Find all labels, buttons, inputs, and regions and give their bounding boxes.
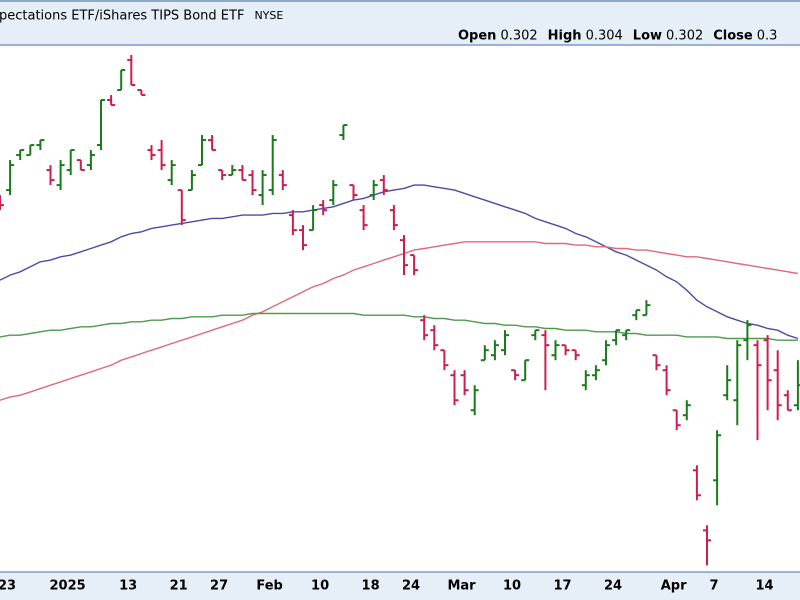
- header-bar: [0, 0, 800, 45]
- quote-value: 0.304: [586, 29, 623, 44]
- chart-title: pectations ETF/iShares TIPS Bond ETF: [0, 9, 244, 24]
- moving-average: [0, 312, 798, 341]
- x-tick-label: 23: [0, 579, 16, 594]
- quote-label: Close: [713, 29, 753, 44]
- x-tick-label: 10: [503, 579, 521, 594]
- header-border: [0, 0, 800, 2]
- x-tick-label: 18: [362, 579, 380, 594]
- x-tick-label: 10: [311, 579, 329, 594]
- x-tick-label: 13: [119, 579, 137, 594]
- moving-average: [0, 184, 799, 340]
- quote-value: 0.302: [666, 29, 703, 44]
- x-tick-label: Feb: [256, 579, 282, 594]
- exchange: NYSE: [254, 9, 283, 22]
- plot-area: [0, 45, 800, 572]
- plot: [0, 55, 800, 566]
- x-tick-label: Mar: [447, 579, 476, 594]
- x-tick-label: 27: [210, 579, 228, 594]
- quote-label: Open: [458, 29, 496, 44]
- quote-value: 0.302: [500, 29, 537, 44]
- axis-bar: [0, 572, 800, 600]
- moving-average: [0, 241, 799, 401]
- x-tick-label: 24: [604, 579, 622, 594]
- quote-label: High: [548, 29, 582, 44]
- x-tick-label: 14: [755, 579, 773, 594]
- x-tick-label: 7: [709, 579, 718, 594]
- x-tick-label: Apr: [661, 579, 687, 594]
- x-tick-label: 24: [402, 579, 420, 594]
- x-tick-label: 17: [553, 579, 571, 594]
- quote-label: Low: [633, 29, 662, 44]
- x-tick-label: 2025: [50, 579, 86, 594]
- quote-value: 0.3: [757, 29, 778, 44]
- x-tick-label: 21: [170, 579, 188, 594]
